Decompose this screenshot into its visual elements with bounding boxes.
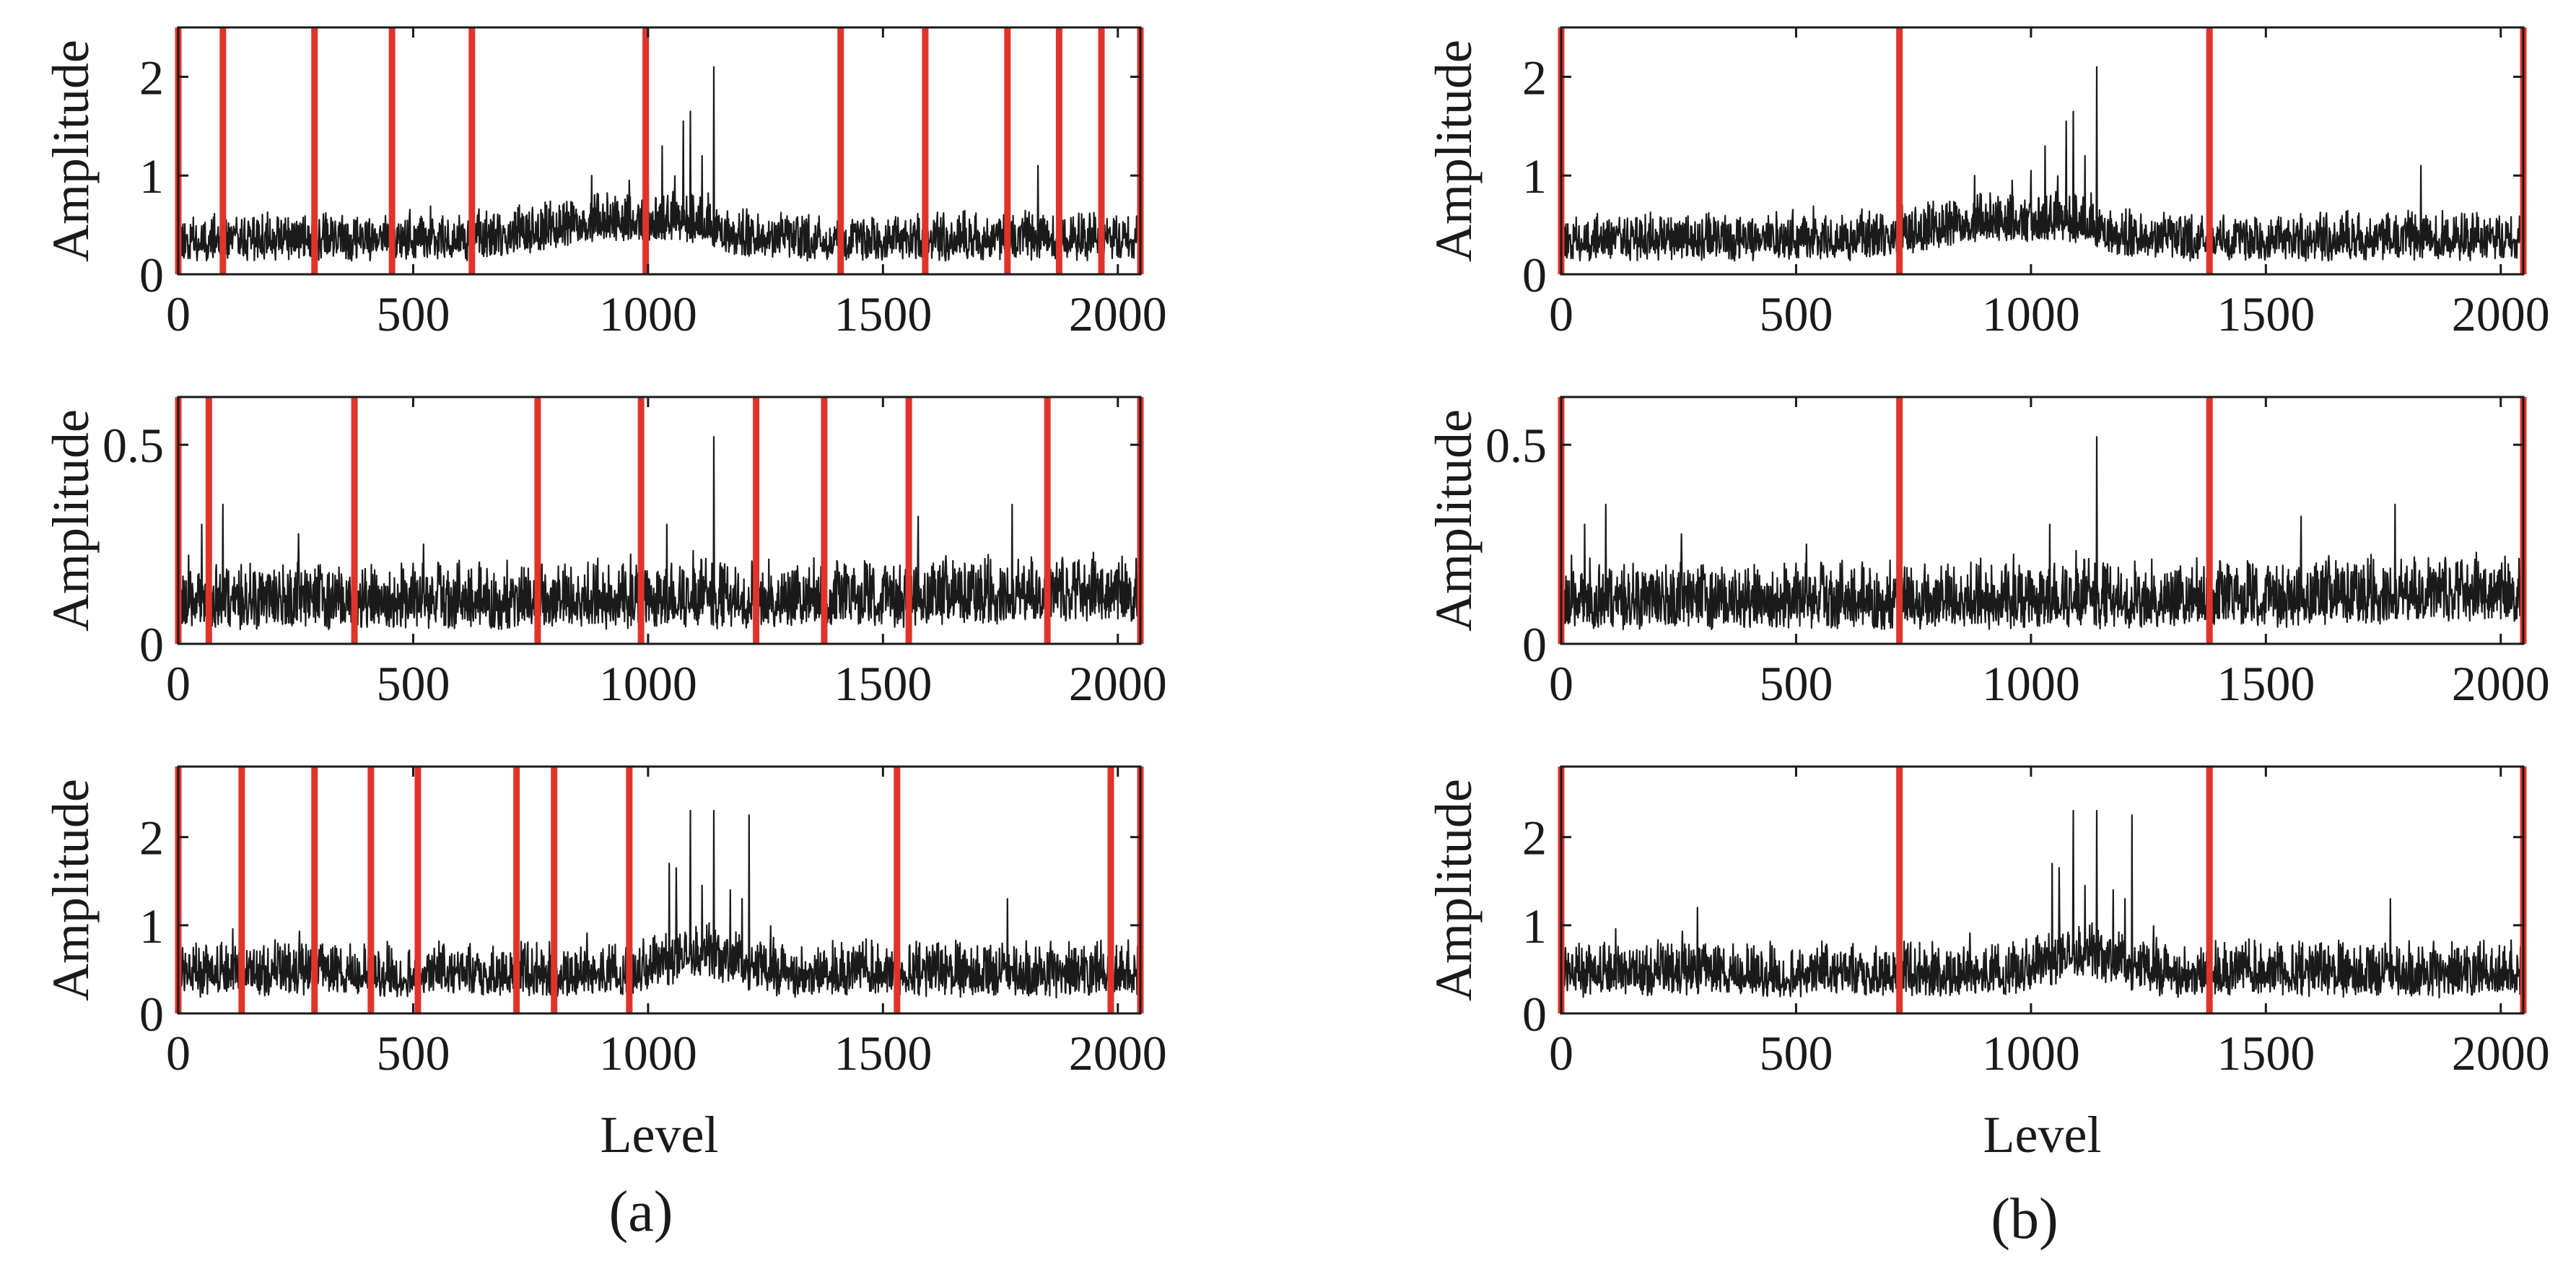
x-axis-label-b3: Level [1983, 1106, 2102, 1164]
y-tick-label-a2-1: 0.5 [102, 418, 164, 473]
y-tick-label-a1-1: 1 [139, 149, 164, 204]
chart-panel-a3: 0 500 1000 1500 2000 0 1 2 Amplitude Level [42, 765, 1167, 1164]
signal-line-b3 [1560, 809, 2524, 999]
axes-frame-b1 [1560, 26, 2525, 276]
x-tick-label-b2-1: 500 [1759, 656, 1833, 711]
y-tick-label-a1-0: 0 [139, 248, 164, 302]
x-tick-label-b1-0: 0 [1549, 287, 1573, 341]
x-tick-label-b2-2: 1000 [1982, 656, 2080, 711]
x-tick-label-a1-3: 1500 [834, 287, 932, 341]
signal-line-b2 [1560, 436, 2524, 631]
signal-line-a1 [177, 66, 1141, 262]
y-axis-label-b2: Amplitude [1425, 409, 1483, 632]
signal-line-b1 [1560, 66, 2524, 262]
x-tick-label-b3-2: 1000 [1982, 1026, 2080, 1081]
y-tick-label-b3-1: 1 [1522, 899, 1547, 954]
y-tick-label-b3-0: 0 [1522, 987, 1547, 1042]
x-tick-label-a2-4: 2000 [1069, 656, 1167, 711]
signal-line-a2 [177, 436, 1141, 631]
y-axis-label-b1: Amplitude [1425, 40, 1483, 262]
x-tick-label-b2-4: 2000 [2452, 656, 2550, 711]
x-tick-label-b3-3: 1500 [2217, 1026, 2315, 1081]
x-tick-label-b1-3: 1500 [2217, 287, 2315, 341]
x-tick-label-a3-2: 1000 [599, 1026, 697, 1081]
y-tick-label-b1-2: 2 [1522, 50, 1547, 105]
y-tick-label-b2-0: 0 [1522, 617, 1547, 672]
signal-line-a3 [177, 809, 1141, 999]
x-tick-label-a3-1: 500 [376, 1026, 450, 1081]
y-tick-label-b1-1: 1 [1522, 149, 1547, 204]
axes-frame-a3 [177, 765, 1142, 1015]
y-tick-label-a3-2: 2 [139, 811, 164, 865]
y-axis-label-a3: Amplitude [42, 779, 100, 1001]
y-tick-label-b1-0: 0 [1522, 248, 1547, 302]
x-tick-label-a3-4: 2000 [1069, 1026, 1167, 1081]
caption-b: (b) [1991, 1187, 2058, 1251]
chart-panel-a1: 0 500 1000 1500 2000 0 1 2 Amplitude [42, 26, 1167, 341]
y-tick-label-b3-2: 2 [1522, 811, 1547, 865]
x-tick-label-a3-3: 1500 [834, 1026, 932, 1081]
x-tick-label-a1-4: 2000 [1069, 287, 1167, 341]
y-tick-label-a3-0: 0 [139, 987, 164, 1042]
y-tick-label-a1-2: 2 [139, 50, 164, 105]
y-axis-label-a2: Amplitude [42, 409, 100, 632]
x-tick-label-a2-3: 1500 [834, 656, 932, 711]
x-tick-label-b3-1: 500 [1759, 1026, 1833, 1081]
x-tick-label-b3-4: 2000 [2452, 1026, 2550, 1081]
x-tick-label-b1-4: 2000 [2452, 287, 2550, 341]
x-tick-label-a1-1: 500 [376, 287, 450, 341]
x-tick-label-a3-0: 0 [166, 1026, 191, 1081]
x-tick-label-b1-1: 500 [1759, 287, 1833, 341]
x-tick-label-a1-2: 1000 [599, 287, 697, 341]
x-tick-label-a2-1: 500 [376, 656, 450, 711]
y-axis-label-b3: Amplitude [1425, 779, 1483, 1001]
x-axis-label-a3: Level [601, 1106, 719, 1164]
x-tick-label-b1-2: 1000 [1982, 287, 2080, 341]
chart-panel-b3: 0 500 1000 1500 2000 0 1 2 Amplitude Level [1425, 765, 2550, 1164]
x-tick-label-b2-0: 0 [1549, 656, 1573, 711]
x-tick-label-a1-0: 0 [166, 287, 191, 341]
y-tick-label-a2-0: 0 [139, 617, 164, 672]
axes-frame-a1 [177, 26, 1142, 276]
x-tick-label-a2-2: 1000 [599, 656, 697, 711]
x-tick-label-b3-0: 0 [1549, 1026, 1573, 1081]
chart-panel-b1: 0 500 1000 1500 2000 0 1 2 Amplitude [1425, 26, 2550, 341]
y-axis-label-a1: Amplitude [42, 40, 100, 262]
y-tick-label-b2-1: 0.5 [1485, 418, 1547, 473]
axes-frame-b3 [1560, 765, 2525, 1015]
axes-frame-b2 [1560, 396, 2525, 645]
x-tick-label-b2-3: 1500 [2217, 656, 2315, 711]
x-tick-label-a2-0: 0 [166, 656, 191, 711]
y-tick-label-a3-1: 1 [139, 899, 164, 954]
caption-a: (a) [609, 1180, 673, 1244]
axes-frame-a2 [177, 396, 1142, 645]
